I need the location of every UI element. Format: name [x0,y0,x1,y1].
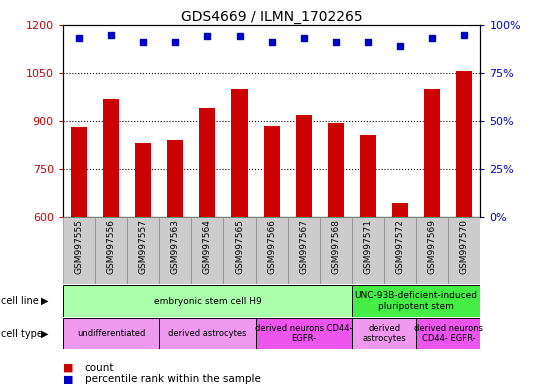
Text: ■: ■ [63,363,73,373]
Bar [320,217,352,284]
Point [235,33,244,40]
Bar [223,217,256,284]
Bar [456,71,472,217]
Bar [352,217,384,284]
Text: GSM997570: GSM997570 [460,219,469,274]
Bar [127,217,159,284]
Bar [384,217,416,284]
Bar [416,318,480,349]
Bar [264,126,280,217]
Text: derived astrocytes: derived astrocytes [168,329,247,338]
Text: undifferentiated: undifferentiated [77,329,145,338]
Bar [256,217,288,284]
Bar [448,217,480,284]
Bar [256,318,352,349]
Bar [232,89,247,217]
Text: percentile rank within the sample: percentile rank within the sample [85,374,260,384]
Bar [328,122,344,217]
Point [460,31,469,38]
Point [331,39,340,45]
Bar [191,217,223,284]
Text: GSM997571: GSM997571 [364,219,372,274]
Point [171,39,180,45]
Point [139,39,147,45]
Bar [296,114,312,217]
Text: GSM997567: GSM997567 [299,219,308,274]
Bar [63,217,95,284]
Title: GDS4669 / ILMN_1702265: GDS4669 / ILMN_1702265 [181,10,363,24]
Bar [352,285,480,317]
Bar [71,127,87,217]
Bar [159,318,256,349]
Bar [167,140,183,217]
Text: derived neurons CD44-
EGFR-: derived neurons CD44- EGFR- [255,324,353,343]
Point [299,35,308,41]
Bar [392,203,408,217]
Bar [135,143,151,217]
Text: GSM997557: GSM997557 [139,219,147,274]
Bar [288,217,320,284]
Point [364,39,372,45]
Bar [95,217,127,284]
Text: GSM997564: GSM997564 [203,219,212,274]
Text: ■: ■ [63,374,73,384]
Text: GSM997569: GSM997569 [428,219,437,274]
Bar [103,99,119,217]
Point [396,43,405,49]
Point [428,35,437,41]
Bar [63,318,159,349]
Text: GSM997568: GSM997568 [331,219,340,274]
Point [74,35,83,41]
Text: GSM997555: GSM997555 [74,219,84,274]
Text: derived
astrocytes: derived astrocytes [362,324,406,343]
Text: ▶: ▶ [41,329,49,339]
Text: cell type: cell type [1,329,43,339]
Bar [199,108,216,217]
Point [106,31,115,38]
Bar [352,318,416,349]
Text: GSM997565: GSM997565 [235,219,244,274]
Point [268,39,276,45]
Text: embryonic stem cell H9: embryonic stem cell H9 [153,296,261,306]
Text: count: count [85,363,114,373]
Bar [360,136,376,217]
Bar [63,285,352,317]
Text: GSM997566: GSM997566 [267,219,276,274]
Bar [159,217,191,284]
Text: derived neurons
CD44- EGFR-: derived neurons CD44- EGFR- [414,324,483,343]
Bar [416,217,448,284]
Text: UNC-93B-deficient-induced
pluripotent stem: UNC-93B-deficient-induced pluripotent st… [355,291,478,311]
Text: cell line: cell line [1,296,39,306]
Text: GSM997572: GSM997572 [396,219,405,274]
Point [203,33,212,40]
Text: ▶: ▶ [41,296,49,306]
Text: GSM997563: GSM997563 [171,219,180,274]
Bar [424,89,440,217]
Text: GSM997556: GSM997556 [106,219,116,274]
